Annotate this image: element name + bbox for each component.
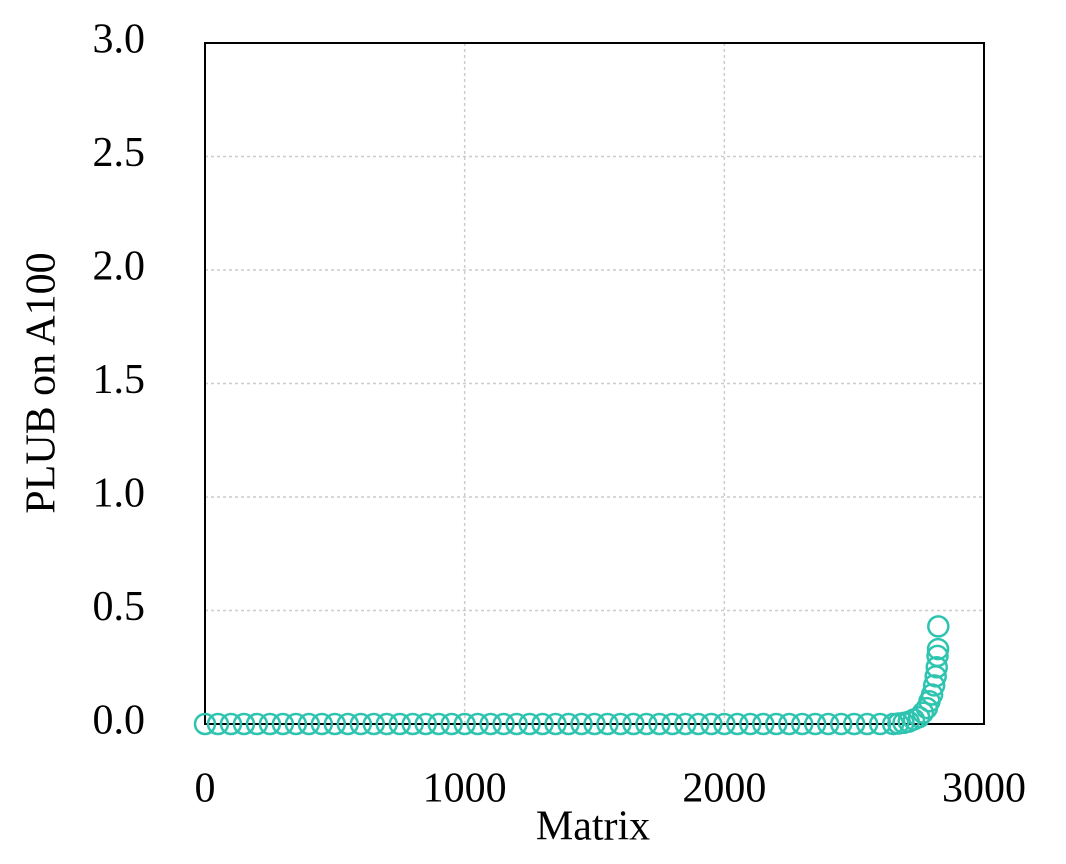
point	[258, 712, 282, 736]
y-tick-label: 1.5	[93, 357, 146, 403]
point	[622, 712, 645, 736]
point	[674, 712, 697, 736]
point	[609, 712, 632, 736]
point	[816, 712, 840, 736]
point	[926, 637, 950, 661]
point	[596, 712, 619, 736]
point	[206, 712, 230, 736]
point	[492, 712, 515, 736]
point	[388, 712, 411, 736]
point	[739, 712, 762, 736]
point	[557, 712, 580, 736]
point	[570, 712, 593, 736]
point	[375, 712, 399, 736]
point	[778, 712, 801, 736]
point	[925, 656, 948, 679]
x-tick-label: 2000	[682, 766, 766, 812]
point	[648, 712, 671, 736]
point	[466, 712, 489, 736]
y-axis-label: PLUB on A100	[19, 252, 65, 513]
point	[414, 712, 437, 736]
point	[531, 712, 554, 736]
x-axis-label: Matrix	[536, 804, 650, 850]
point	[440, 712, 463, 736]
point	[271, 712, 295, 736]
point	[193, 712, 217, 736]
point	[911, 701, 935, 724]
point	[922, 674, 946, 697]
x-tick-label: 0	[195, 766, 216, 812]
x-tick-label: 3000	[942, 766, 1026, 812]
point	[362, 712, 386, 736]
point	[583, 712, 606, 736]
point	[297, 712, 321, 736]
y-tick-label: 0.0	[93, 698, 146, 744]
point	[349, 712, 373, 736]
point	[518, 712, 541, 736]
point	[752, 712, 775, 736]
point	[323, 712, 347, 736]
plot-frame	[204, 42, 985, 725]
point	[284, 712, 308, 736]
point	[855, 712, 879, 736]
y-tick-label: 2.5	[93, 130, 146, 176]
point	[505, 712, 528, 736]
y-tick-label: 1.0	[93, 471, 146, 517]
point	[790, 712, 814, 736]
y-tick-label: 2.0	[93, 244, 146, 290]
point	[829, 712, 853, 736]
point	[232, 712, 256, 736]
point	[219, 712, 243, 736]
point	[310, 712, 334, 736]
y-tick-label: 0.5	[93, 584, 146, 630]
point	[453, 712, 476, 736]
point	[700, 712, 723, 736]
point	[661, 712, 684, 736]
point	[427, 712, 450, 736]
point	[687, 712, 710, 736]
point	[336, 712, 360, 736]
point	[245, 712, 269, 736]
point	[842, 712, 866, 736]
point	[544, 712, 567, 736]
x-tick-label: 1000	[423, 766, 507, 812]
point	[803, 712, 827, 736]
point	[635, 712, 658, 736]
y-tick-label: 3.0	[93, 17, 146, 63]
point	[713, 712, 736, 736]
point	[926, 644, 949, 668]
point	[765, 712, 788, 736]
point	[401, 712, 424, 736]
point	[868, 712, 892, 736]
point	[479, 712, 502, 736]
point	[726, 712, 749, 736]
point	[927, 615, 950, 638]
